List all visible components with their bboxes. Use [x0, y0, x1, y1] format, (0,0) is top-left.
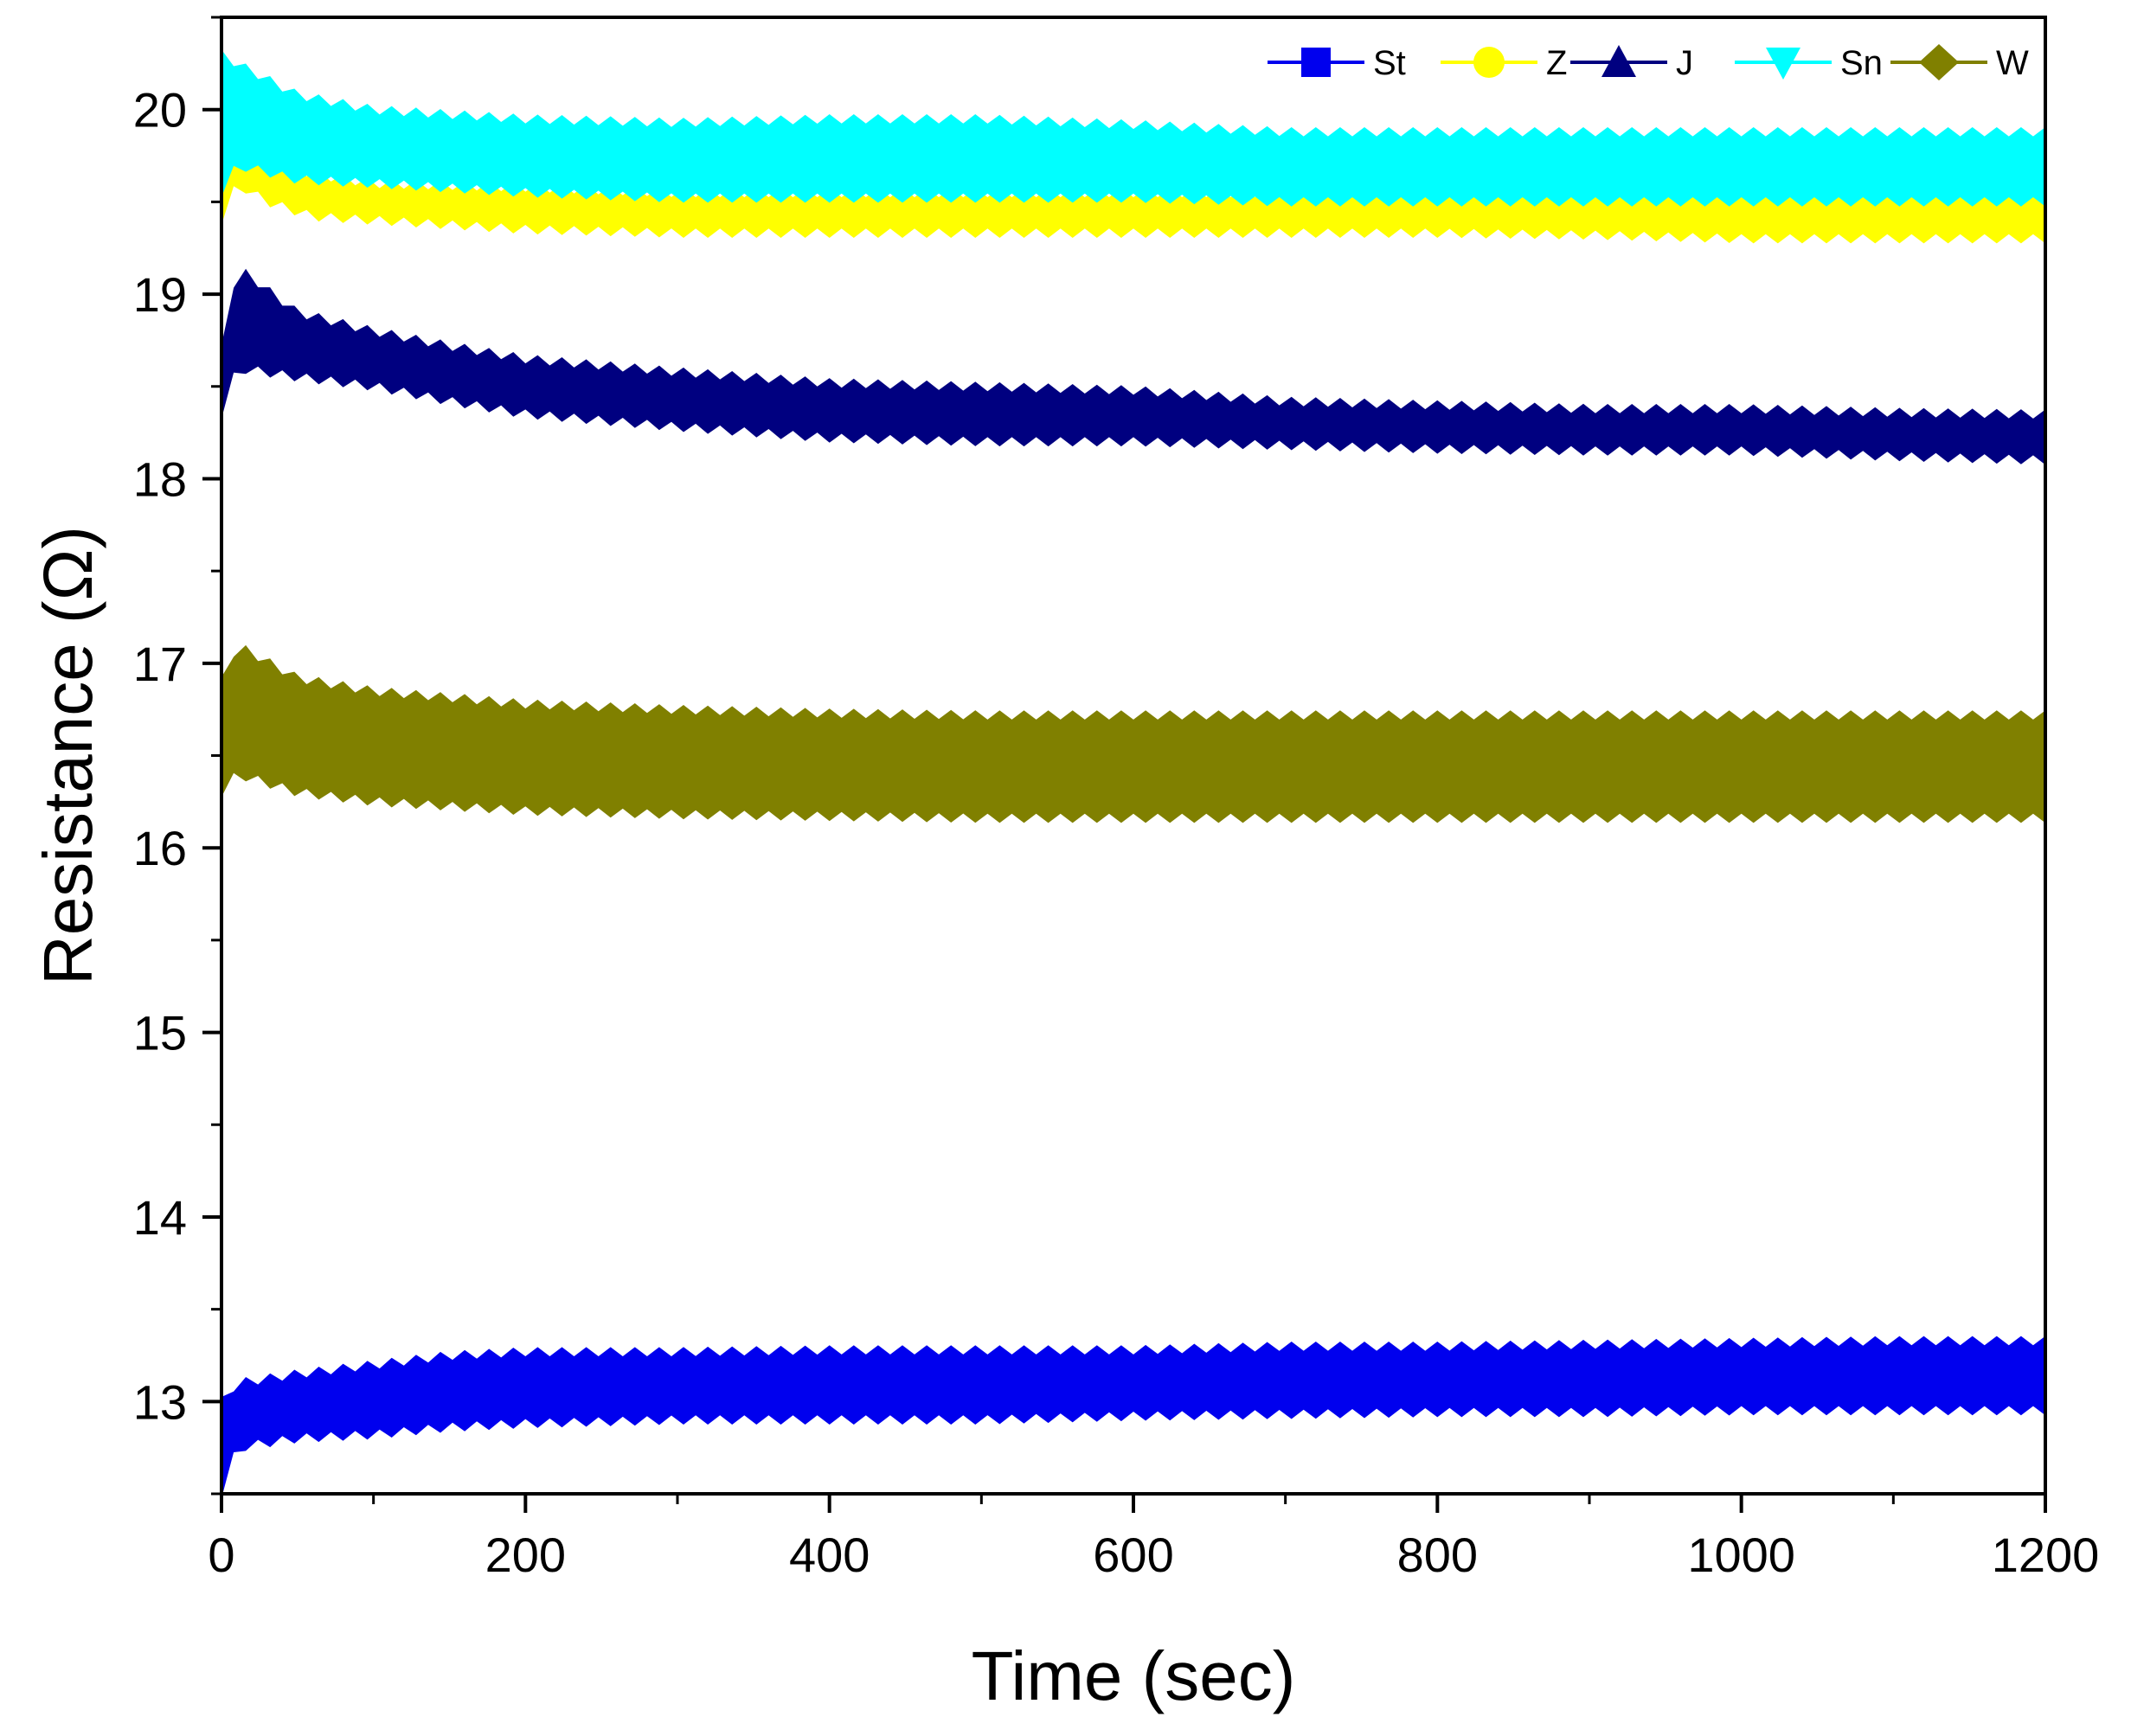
legend-marker-triangle-up — [1601, 45, 1636, 77]
x-tick-label: 400 — [789, 1528, 870, 1582]
legend-marker-diamond — [1919, 44, 1959, 80]
y-tick-label: 15 — [133, 1006, 187, 1060]
series-band-st — [221, 1336, 2045, 1499]
labels-layer: 0 200 400 600 800 1000 1200 13 14 15 16 17 18 19 20 — [133, 83, 2100, 1582]
legend-marker-square — [1301, 48, 1331, 77]
x-tick-label: 1200 — [1992, 1528, 2100, 1582]
series-layer — [221, 49, 2045, 1499]
y-tick-label: 16 — [133, 821, 187, 875]
legend-marker-circle — [1473, 47, 1505, 78]
legend-label: Z — [1546, 44, 1567, 82]
legend: St Z J Sn W — [1268, 44, 2029, 82]
x-axis-title: Time (sec) — [972, 1637, 1296, 1714]
y-axis-title: Resistance (Ω) — [29, 526, 106, 985]
x-tick-label: 200 — [485, 1528, 566, 1582]
y-tick-label: 20 — [133, 83, 187, 138]
x-tick-label: 600 — [1093, 1528, 1173, 1582]
series-band-w — [221, 644, 2045, 823]
y-tick-label: 13 — [133, 1374, 187, 1429]
x-tick-label: 1000 — [1687, 1528, 1795, 1582]
legend-item-z: Z — [1441, 44, 1567, 82]
legend-marker-triangle-down — [1766, 48, 1800, 80]
legend-label: St — [1373, 44, 1406, 82]
x-tick-label: 0 — [208, 1528, 234, 1582]
legend-label: Sn — [1840, 44, 1883, 82]
legend-label: W — [1996, 44, 2029, 82]
x-tick-label: 800 — [1397, 1528, 1478, 1582]
legend-item-j: J — [1570, 44, 1693, 82]
y-tick-label: 17 — [133, 637, 187, 691]
series-band-sn — [221, 49, 2045, 207]
legend-item-w: W — [1890, 44, 2029, 82]
ticks-layer — [202, 16, 2047, 1513]
legend-item-sn: Sn — [1735, 44, 1883, 82]
legend-label: J — [1676, 44, 1693, 82]
y-tick-label: 18 — [133, 452, 187, 506]
y-tick-label: 19 — [133, 267, 187, 322]
legend-item-st: St — [1268, 44, 1406, 82]
y-tick-label: 14 — [133, 1190, 187, 1245]
series-band-j — [221, 268, 2045, 465]
